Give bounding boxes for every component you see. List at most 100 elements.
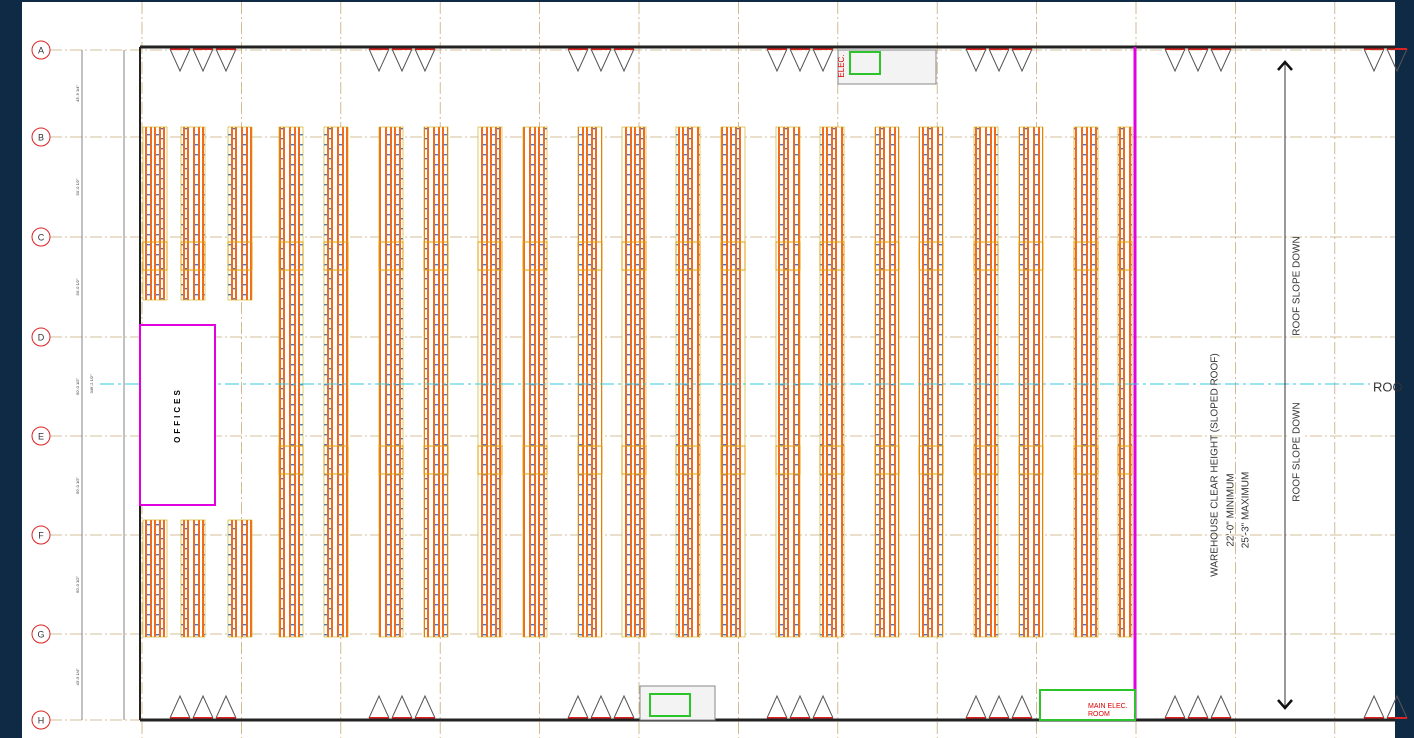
walls (100, 45, 1395, 722)
grid-label: B (38, 132, 44, 142)
rack-bay (1073, 445, 1099, 475)
label-bg (1290, 238, 1304, 334)
rack (1073, 126, 1099, 638)
rack (918, 126, 944, 638)
dock-door (1210, 694, 1232, 719)
rack-bay (874, 241, 900, 271)
rack-bay (874, 445, 900, 475)
dock-door (1164, 48, 1186, 73)
dock-door (1187, 694, 1209, 719)
dock-door (414, 48, 436, 73)
grid-bubble (31, 525, 51, 545)
rack-bay (621, 445, 647, 475)
rack (621, 126, 647, 638)
min-height: 22'-0" MINIMUM (1226, 473, 1237, 546)
main-elec-room (1039, 689, 1136, 721)
rack (180, 519, 206, 638)
elec-panel-lower (649, 693, 691, 717)
dock-door (567, 694, 589, 719)
dimension: 50'-0 1/2" (75, 178, 80, 195)
elec-panel (849, 51, 881, 75)
dock-door (215, 694, 237, 719)
rack (973, 126, 999, 638)
rack (1018, 126, 1044, 638)
dock-door (169, 48, 191, 73)
dimension: 50'-0 1/2" (75, 377, 80, 394)
dock-door (988, 48, 1010, 73)
grid-label: F (38, 530, 44, 540)
dock-door (1187, 48, 1209, 73)
rack (142, 126, 168, 301)
grid-bubble (31, 710, 51, 730)
grid-label: G (37, 629, 44, 639)
rack-bay (918, 241, 944, 271)
rack-bay (423, 241, 449, 271)
main-elec-label: MAIN ELEC. (1088, 703, 1128, 710)
rack-bay (819, 241, 845, 271)
rack-bay (323, 445, 349, 475)
rack-bay (577, 445, 603, 475)
dock-door (368, 694, 390, 719)
rack-bay (819, 445, 845, 475)
dock-door (812, 694, 834, 719)
dock-door (590, 694, 612, 719)
rack-bay (477, 241, 503, 271)
rack-bay (1117, 241, 1133, 271)
rack (577, 126, 603, 638)
grid-bubble (31, 40, 51, 60)
rack-bay (278, 241, 304, 271)
rack-bay (423, 445, 449, 475)
rack-bay (323, 241, 349, 271)
rack-bay (1117, 445, 1133, 475)
dock-door (391, 694, 413, 719)
roof-note: ROO (1373, 379, 1403, 394)
rack (227, 126, 253, 301)
rack-bay (522, 445, 548, 475)
dock-door (1386, 48, 1408, 73)
dock-door (414, 694, 436, 719)
dock-door (1363, 694, 1385, 719)
grid-label: C (38, 232, 45, 242)
rack (522, 126, 548, 638)
rack-bay (775, 445, 801, 475)
rack (180, 126, 206, 301)
grid-bubble (31, 327, 51, 347)
rack-bay (577, 241, 603, 271)
grid-bubble (31, 227, 51, 247)
rack-bay (1018, 241, 1044, 271)
grid-label: A (38, 45, 44, 55)
dock-door (192, 48, 214, 73)
grid-bubble (31, 426, 51, 446)
dock-door (965, 694, 987, 719)
dock-door (812, 48, 834, 73)
dock-door (965, 48, 987, 73)
dock-door (567, 48, 589, 73)
dimension: 50'-0 1/2" (75, 575, 80, 592)
arrow-head (1277, 699, 1293, 710)
dock-door (613, 694, 635, 719)
dock-door (1363, 48, 1385, 73)
rack-bay (973, 241, 999, 271)
max-height: 25'-3" MAXIMUM (1241, 472, 1252, 549)
dock-door (169, 694, 191, 719)
grid-label: H (38, 715, 45, 725)
rack-bay (918, 445, 944, 475)
grid-bubble (31, 127, 51, 147)
dock-door (1210, 48, 1232, 73)
rack-bay (1018, 445, 1044, 475)
elec-label: ELEC. (837, 54, 846, 77)
grid-bubble (31, 624, 51, 644)
rack-bay (522, 241, 548, 271)
rack-bay (621, 241, 647, 271)
grid-label: E (38, 431, 44, 441)
dock-door (988, 694, 1010, 719)
elec-room-lower (639, 685, 716, 721)
dimension: 50'-0 1/2" (75, 278, 80, 295)
offices-label: OFFICES (173, 387, 182, 443)
dock-door (368, 48, 390, 73)
rack (378, 126, 404, 638)
rack (819, 126, 845, 638)
rack (278, 126, 304, 638)
